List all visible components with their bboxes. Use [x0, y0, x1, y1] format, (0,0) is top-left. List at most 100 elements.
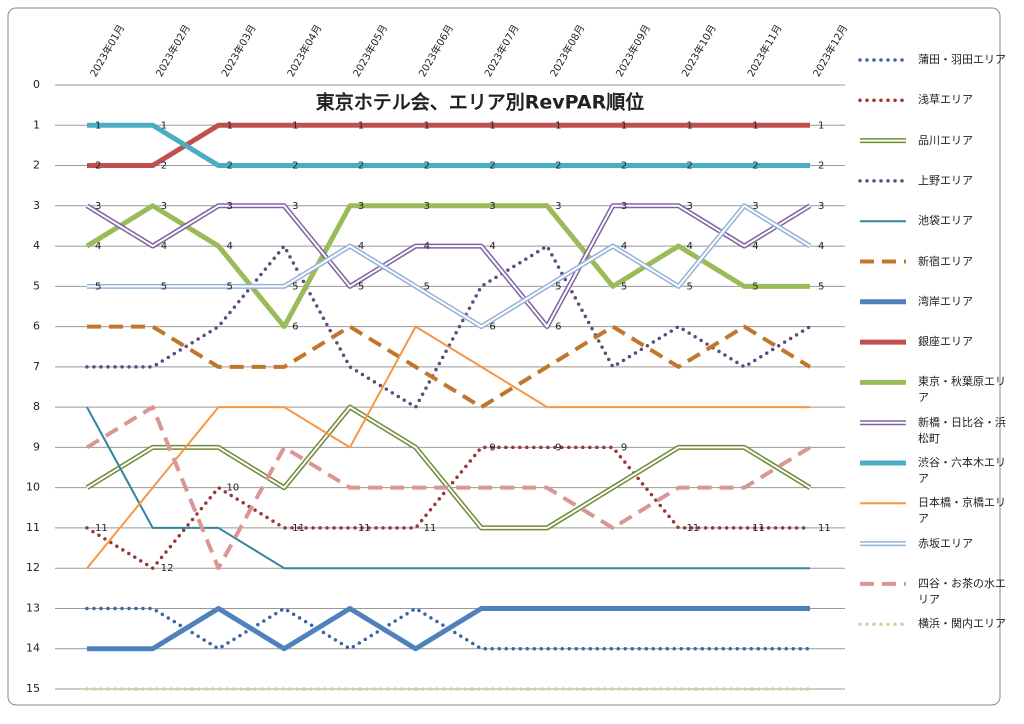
data-label: 2 [752, 161, 758, 172]
legend-label: 新橋・日比谷・浜松町 [918, 415, 1006, 445]
data-label: 5 [621, 281, 627, 292]
data-label: 2 [358, 161, 364, 172]
data-label: 11 [358, 523, 371, 534]
data-label: 3 [226, 201, 232, 212]
series-line [87, 605, 810, 652]
y-tick-label: 12 [26, 561, 40, 574]
legend-label: 四谷・お茶の水エリア [918, 576, 1006, 606]
y-tick-label: 10 [26, 481, 40, 494]
legend-label: 上野エリア [918, 173, 973, 187]
legend-label: 浅草エリア [918, 93, 973, 107]
data-label: 5 [752, 281, 758, 292]
data-label: 4 [95, 241, 101, 252]
data-label: 3 [358, 201, 364, 212]
data-label: 1 [555, 120, 561, 131]
data-label: 1 [161, 120, 167, 131]
data-label: 2 [95, 161, 101, 172]
legend-label: 池袋エリア [918, 214, 973, 228]
y-tick-label: 3 [33, 199, 40, 212]
data-label: 5 [555, 281, 561, 292]
data-label: 2 [161, 161, 167, 172]
data-label: 4 [358, 241, 364, 252]
data-label: 1 [424, 120, 430, 131]
legend-label: 品川エリア [918, 133, 973, 147]
y-tick-label: 0 [33, 78, 40, 91]
legend-label: 横浜・関内エリア [918, 617, 1006, 631]
data-label: 1 [818, 120, 824, 131]
data-label: 9 [555, 442, 561, 453]
data-label: 4 [687, 241, 693, 252]
chart-title: 東京ホテル会、エリア別RevPAR順位 [316, 91, 644, 114]
series-line-inner [87, 204, 811, 328]
data-label: 1 [489, 120, 495, 131]
data-label: 3 [161, 201, 167, 212]
data-label: 3 [555, 201, 561, 212]
data-label: 1 [358, 120, 364, 131]
data-label: 11 [687, 523, 700, 534]
data-label: 4 [161, 241, 167, 252]
data-label: 10 [226, 483, 239, 494]
y-tick-label: 4 [33, 239, 40, 252]
data-label: 12 [161, 563, 174, 574]
data-label: 3 [489, 201, 495, 212]
data-label: 3 [818, 201, 824, 212]
series-line-inner [86, 204, 811, 328]
data-label: 3 [621, 201, 627, 212]
series-line-inner [86, 406, 811, 529]
y-tick-label: 11 [26, 521, 40, 534]
series-line [86, 325, 810, 569]
data-label: 2 [292, 161, 298, 172]
legend-label: 赤坂エリア [918, 536, 973, 550]
data-label: 1 [95, 120, 101, 131]
legend-label: 新宿エリア [918, 254, 973, 268]
data-label: 11 [424, 523, 437, 534]
y-tick-label: 1 [33, 118, 40, 131]
y-tick-label: 13 [26, 601, 40, 614]
y-tick-label: 5 [33, 279, 40, 292]
data-label: 1 [752, 120, 758, 131]
legend-label: 湾岸エリア [918, 294, 973, 308]
y-tick-label: 6 [33, 320, 40, 333]
data-label: 4 [818, 241, 824, 252]
data-label: 11 [292, 523, 305, 534]
chart-border [7, 7, 1001, 706]
data-label: 5 [818, 281, 824, 292]
data-label: 2 [226, 161, 232, 172]
data-label: 5 [292, 281, 298, 292]
data-label: 11 [752, 523, 765, 534]
y-tick-label: 14 [26, 642, 40, 655]
data-label: 5 [424, 281, 430, 292]
data-label: 2 [818, 161, 824, 172]
data-label: 2 [687, 161, 693, 172]
data-label: 11 [818, 523, 831, 534]
data-label: 3 [752, 201, 758, 212]
data-label: 9 [621, 442, 627, 453]
data-label: 3 [687, 201, 693, 212]
data-label: 3 [424, 201, 430, 212]
data-label: 2 [424, 161, 430, 172]
data-label: 1 [621, 120, 627, 131]
y-tick-label: 15 [26, 682, 40, 695]
legend-label: 日本橋・京橋エリア [918, 496, 1006, 526]
data-label: 5 [95, 281, 101, 292]
data-label: 6 [292, 322, 298, 333]
data-label: 2 [621, 161, 627, 172]
data-label: 3 [292, 201, 298, 212]
data-label: 4 [752, 241, 758, 252]
data-label: 1 [226, 120, 232, 131]
series-line [86, 406, 810, 570]
data-label: 4 [226, 241, 232, 252]
data-label: 4 [489, 241, 495, 252]
data-label: 4 [424, 241, 430, 252]
data-label: 5 [358, 281, 364, 292]
data-label: 4 [621, 241, 627, 252]
data-label: 2 [555, 161, 561, 172]
data-label: 5 [226, 281, 232, 292]
data-label: 6 [555, 322, 561, 333]
series-line [87, 122, 810, 169]
legend-label: 東京・秋葉原エリア [918, 375, 1006, 405]
series-line [87, 324, 812, 410]
series-line [87, 122, 810, 169]
